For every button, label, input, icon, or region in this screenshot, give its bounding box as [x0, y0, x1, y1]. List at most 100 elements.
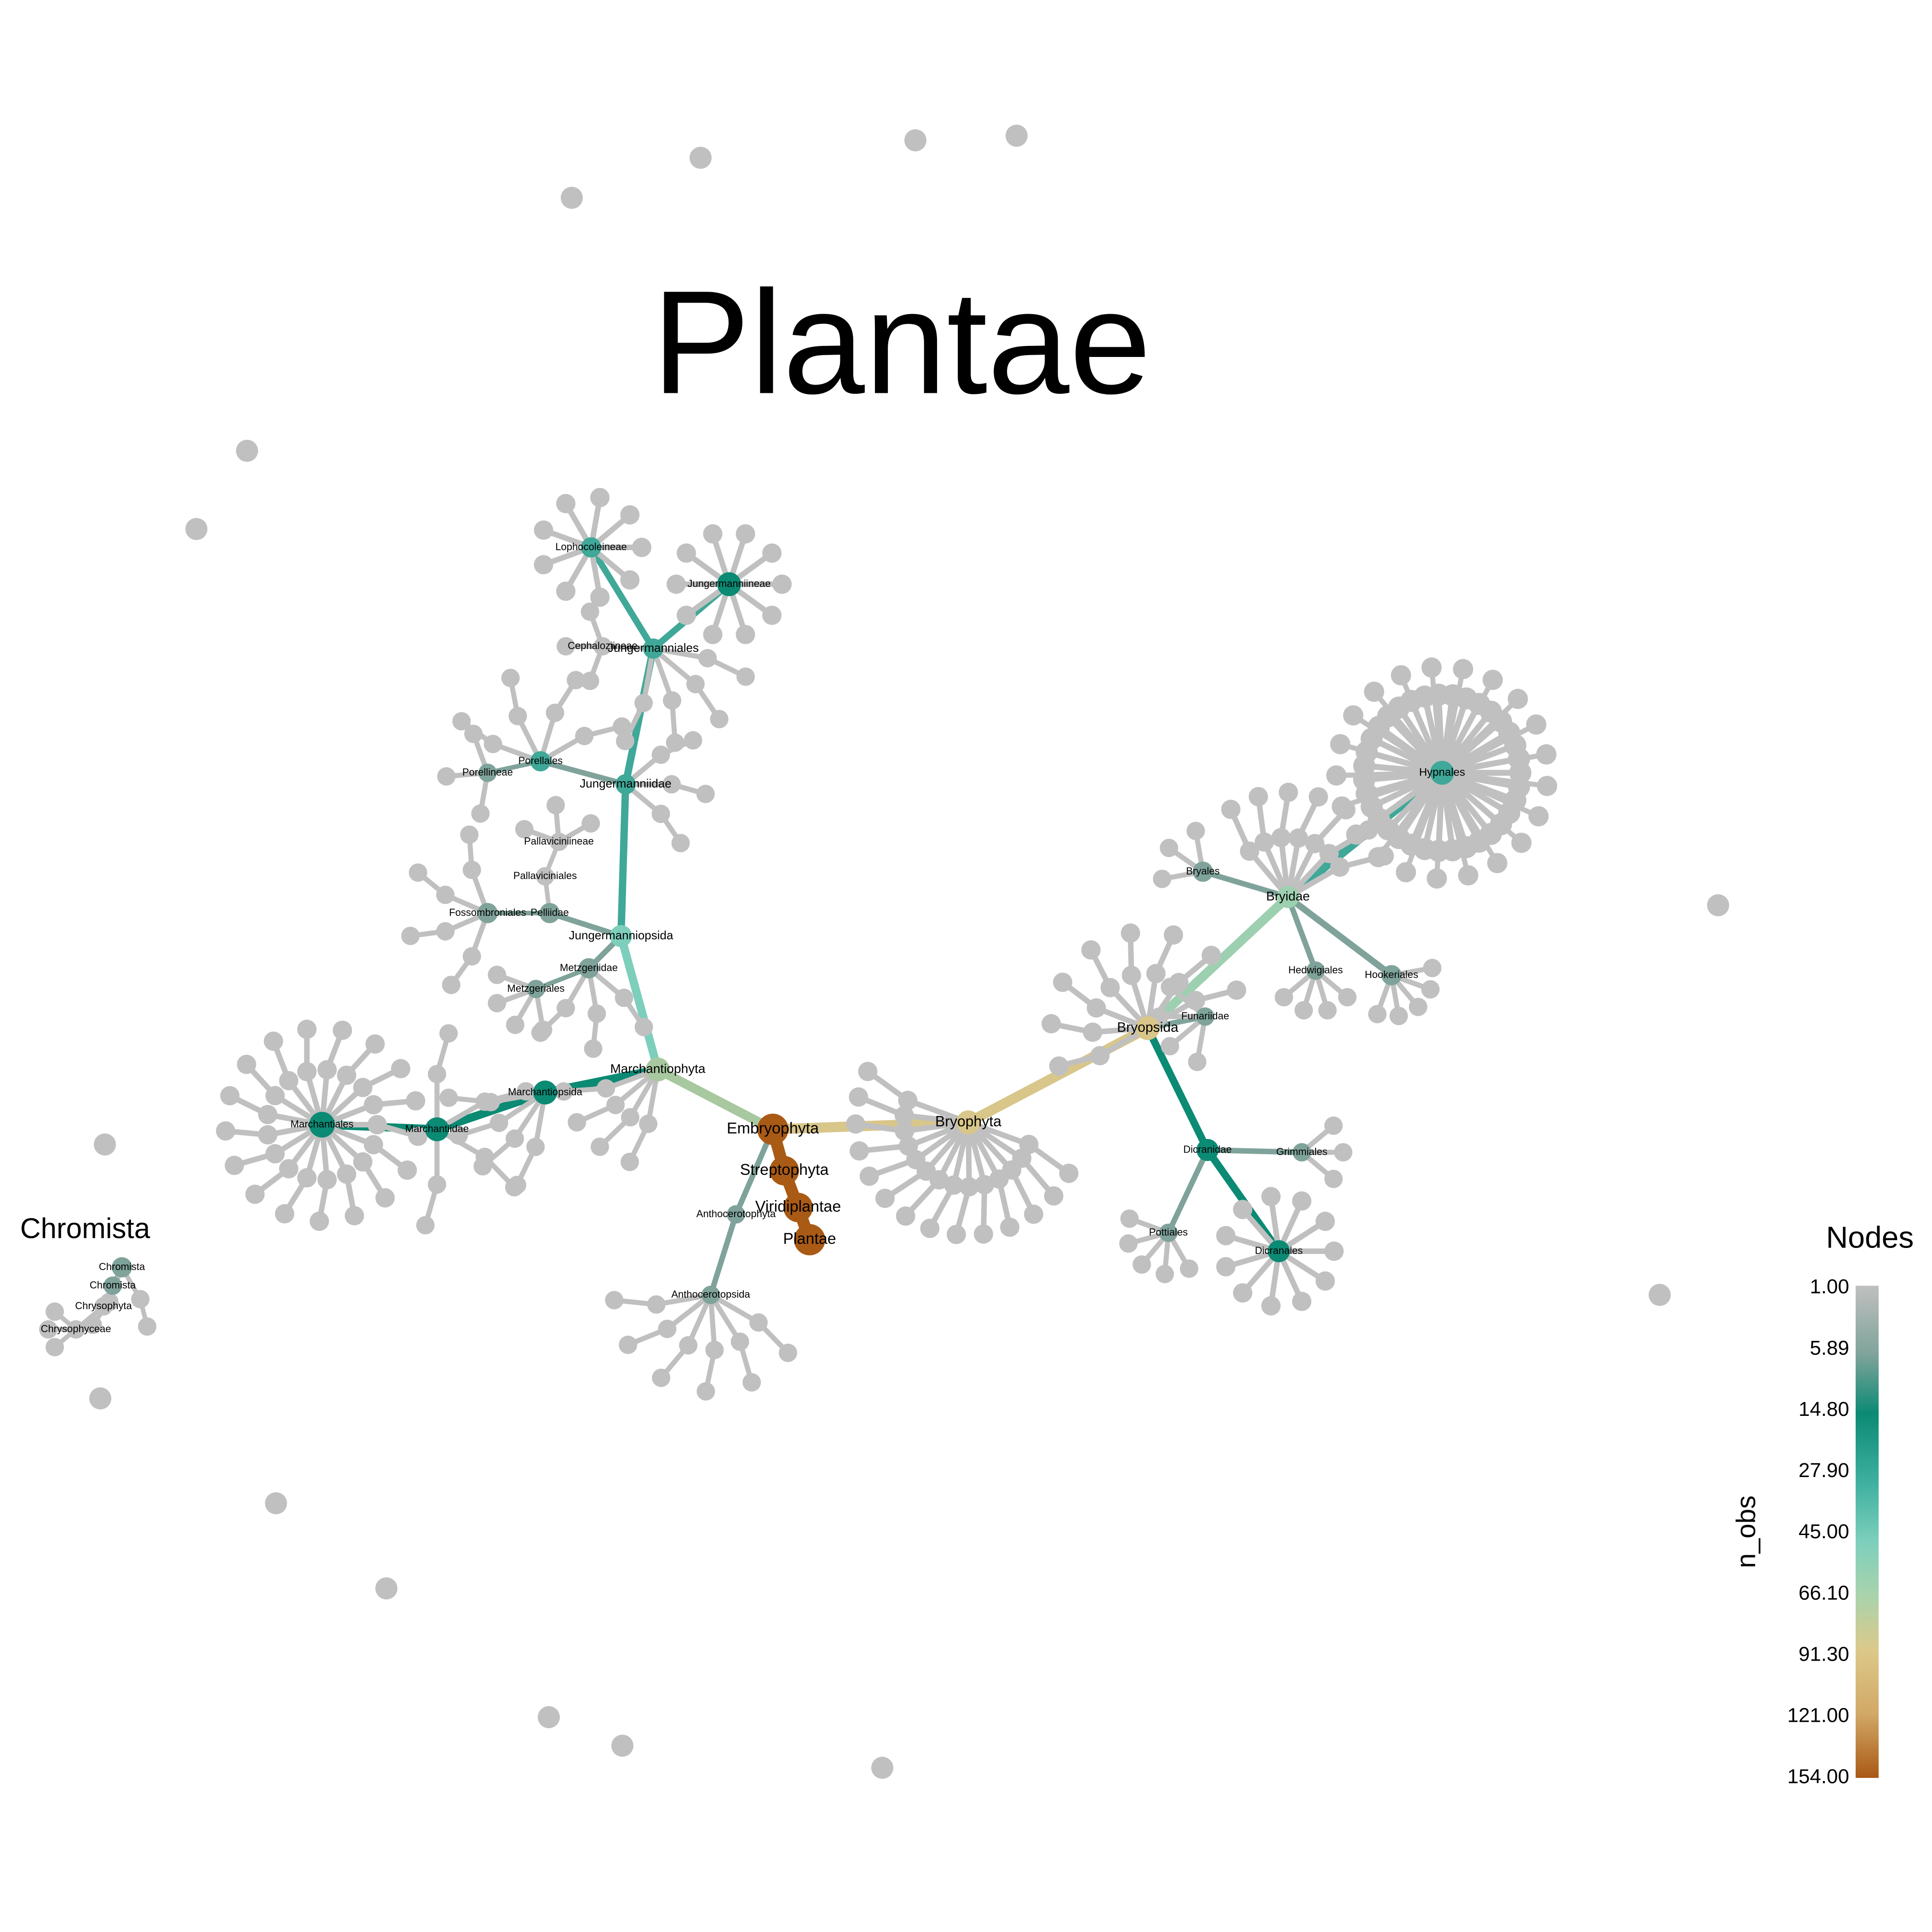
tree-node — [1180, 1259, 1198, 1278]
tree-node — [1389, 1006, 1408, 1025]
tree-node — [1306, 961, 1325, 980]
tree-node — [621, 1108, 639, 1127]
tree-node — [481, 1092, 500, 1111]
tree-node — [1396, 862, 1416, 883]
color-legend: Nodes n_obs 1.00 5.89 14.80 27.90 45.00 66.10… — [1731, 1220, 1914, 1788]
tree-node — [236, 440, 258, 462]
node-label-hypnales: Hypnales — [1419, 766, 1465, 778]
tree-node — [1334, 1143, 1352, 1162]
tree-node — [620, 570, 640, 590]
node-label-marchantiophyta: Marchantiophyta — [610, 1061, 705, 1075]
tree-node — [550, 833, 568, 851]
tree-node — [345, 1206, 364, 1225]
tree-node — [770, 1156, 799, 1185]
tree-node — [1133, 1255, 1151, 1274]
tree-node — [1381, 965, 1402, 985]
tree-node — [333, 1020, 352, 1040]
tree-node — [581, 537, 601, 558]
tree-node — [587, 1004, 606, 1023]
tree-node — [690, 147, 712, 169]
tree-node — [696, 1382, 715, 1401]
tree-node — [1081, 940, 1101, 960]
tree-node — [517, 1082, 535, 1101]
tree-node — [615, 774, 636, 794]
tree-node — [1315, 1271, 1335, 1291]
tree-node — [1288, 828, 1308, 848]
node-label-pallaviciniales: Pallaviciniales — [513, 870, 577, 881]
node-label-bryopsida: Bryopsida — [1117, 1020, 1179, 1035]
tree-node — [875, 1189, 895, 1208]
tree-node — [471, 804, 490, 823]
tree-node — [584, 1039, 603, 1058]
tree-node — [534, 520, 553, 540]
tree-node — [46, 1302, 64, 1321]
tree-node — [1202, 945, 1221, 965]
tree-node — [615, 989, 633, 1007]
node-label-chromista2: Chromista — [90, 1279, 136, 1291]
tree-node — [895, 1121, 914, 1141]
tree-node — [363, 1095, 383, 1115]
tree-node — [365, 1034, 385, 1054]
node-label-chrysophyceae: Chrysophyceae — [41, 1323, 111, 1334]
legend-tick-label: 27.90 — [1799, 1459, 1849, 1482]
tree-node — [508, 1175, 527, 1194]
tree-node — [1292, 1191, 1311, 1211]
tree-node — [1338, 988, 1357, 1006]
tree-node — [317, 1060, 337, 1080]
tree-node — [437, 767, 456, 786]
tree-node — [245, 1184, 265, 1204]
tree-node — [1526, 714, 1547, 735]
subtree-title-chromista: Chromista — [20, 1213, 150, 1244]
tree-node — [464, 724, 483, 743]
tree-node — [534, 555, 553, 575]
legend-ticks: 1.00 5.89 14.80 27.90 45.00 66.10 91.30 121.00 1… — [1787, 1276, 1849, 1788]
node-label-marchantiopsida: Marchantiopsida — [508, 1086, 582, 1098]
legend-title: Nodes — [1826, 1220, 1914, 1254]
tree-node — [742, 1373, 761, 1392]
tree-node — [462, 861, 481, 880]
tree-node — [1318, 1001, 1337, 1020]
tree-node — [620, 505, 640, 525]
tree-node — [871, 1757, 893, 1779]
tree-node — [671, 834, 690, 852]
tree-node — [666, 733, 684, 752]
tree-node — [1059, 1163, 1079, 1183]
tree-node — [185, 518, 207, 540]
legend-tick-label: 121.00 — [1787, 1704, 1849, 1727]
tree-node — [416, 1216, 435, 1235]
tree-node — [651, 805, 670, 823]
node-label-marchantiales: Marchantiales — [291, 1118, 354, 1130]
tree-node — [310, 1211, 329, 1231]
tree-node — [1309, 787, 1328, 807]
node-label-plantae: Plantae — [783, 1230, 836, 1248]
tree-edge — [1375, 770, 1445, 860]
node-label-pallaviciniineae: Pallaviciniineae — [524, 835, 594, 847]
node-label-funariidae: Funariidae — [1181, 1010, 1229, 1022]
tree-node — [561, 187, 583, 209]
tree-node — [619, 1335, 638, 1354]
tree-node — [772, 575, 792, 594]
legend-tick-label: 45.00 — [1799, 1520, 1849, 1543]
tree-node — [1330, 734, 1351, 754]
tree-node — [1120, 1209, 1139, 1228]
tree-node — [265, 1086, 285, 1105]
tree-node — [89, 1387, 111, 1409]
tree-node — [705, 1340, 724, 1359]
tree-edge — [588, 544, 656, 652]
tree-node — [605, 1291, 624, 1310]
tree-node — [439, 1088, 458, 1107]
tree-node — [1233, 1283, 1253, 1303]
tree-node — [1185, 991, 1205, 1010]
tree-node — [579, 958, 599, 978]
tree-edge — [1439, 770, 1471, 878]
tree-node — [1507, 689, 1528, 709]
node-label-grimmiales: Grimmiales — [1276, 1146, 1327, 1157]
tree-node — [676, 543, 696, 563]
tree-node — [501, 668, 520, 687]
tree-node — [1330, 857, 1350, 877]
tree-node — [368, 1115, 387, 1134]
tree-node — [1336, 800, 1356, 820]
tree-edge — [1144, 1024, 1211, 1154]
tree-edge — [1200, 869, 1291, 900]
